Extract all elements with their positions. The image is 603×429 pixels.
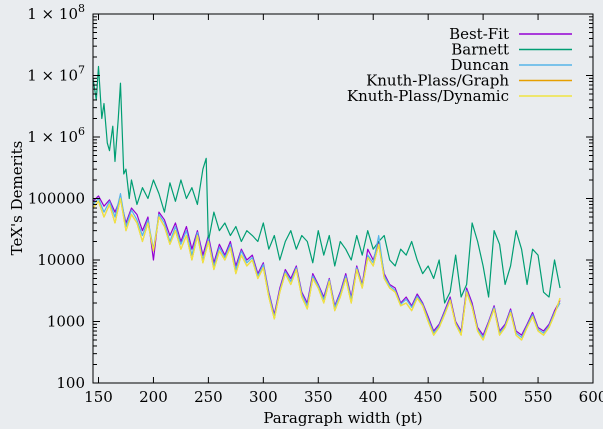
y-tick-label-base: 1 × 10 bbox=[27, 128, 78, 146]
legend-label: Duncan bbox=[451, 56, 510, 74]
legend-label: Knuth-Plass/Dynamic bbox=[347, 87, 509, 105]
y-tick-label: 1 × 106 bbox=[27, 125, 85, 146]
x-tick-label: 500 bbox=[469, 388, 498, 406]
y-tick-label-base: 1 × 10 bbox=[27, 5, 78, 23]
x-tick-label: 450 bbox=[414, 388, 443, 406]
y-axis-label: TeX's Demerits bbox=[8, 141, 26, 256]
plot-frame bbox=[92, 13, 594, 384]
series-line-best-fit bbox=[92, 195, 561, 336]
x-tick-label: 150 bbox=[84, 388, 113, 406]
y-tick-label-base: 10000 bbox=[37, 251, 85, 269]
x-axis-label: Paragraph width (pt) bbox=[263, 409, 422, 427]
y-tick-label: 1 × 107 bbox=[27, 64, 85, 85]
x-tick-label: 600 bbox=[579, 388, 603, 406]
y-tick-label-exponent: 6 bbox=[78, 125, 85, 138]
y-tick-label-base: 1000 bbox=[47, 313, 85, 331]
x-tick-label: 300 bbox=[249, 388, 278, 406]
x-tick-label: 400 bbox=[359, 388, 388, 406]
legend: Best-FitBarnettDuncanKnuth-Plass/GraphKn… bbox=[347, 25, 572, 105]
series-layer bbox=[92, 65, 561, 341]
y-tick-label-base: 1 × 10 bbox=[27, 67, 78, 85]
y-tick-label-exponent: 8 bbox=[78, 2, 85, 15]
y-tick-label-base: 100 bbox=[56, 374, 85, 392]
series-line-knuth-plass-dynamic bbox=[92, 197, 561, 341]
tick-layer: 150 200 250 300 350 400 450 500 550 600 100 1000 100… bbox=[27, 2, 603, 406]
series-line-duncan bbox=[92, 193, 561, 339]
y-tick-label: 100 bbox=[56, 374, 85, 392]
y-tick-label: 100000 bbox=[28, 190, 85, 208]
legend-label: Barnett bbox=[451, 41, 509, 59]
legend-label: Knuth-Plass/Graph bbox=[366, 72, 509, 90]
y-tick-label: 10000 bbox=[37, 251, 85, 269]
y-tick-label-base: 100000 bbox=[28, 190, 85, 208]
x-tick-label: 200 bbox=[139, 388, 168, 406]
series-line-barnett bbox=[92, 65, 561, 304]
legend-label: Best-Fit bbox=[449, 25, 509, 43]
y-tick-label: 1 × 108 bbox=[27, 2, 85, 23]
y-tick-label: 1000 bbox=[47, 313, 85, 331]
y-tick-label-exponent: 7 bbox=[78, 64, 85, 77]
x-tick-label: 350 bbox=[304, 388, 333, 406]
x-tick-label: 250 bbox=[194, 388, 223, 406]
x-tick-label: 550 bbox=[524, 388, 553, 406]
